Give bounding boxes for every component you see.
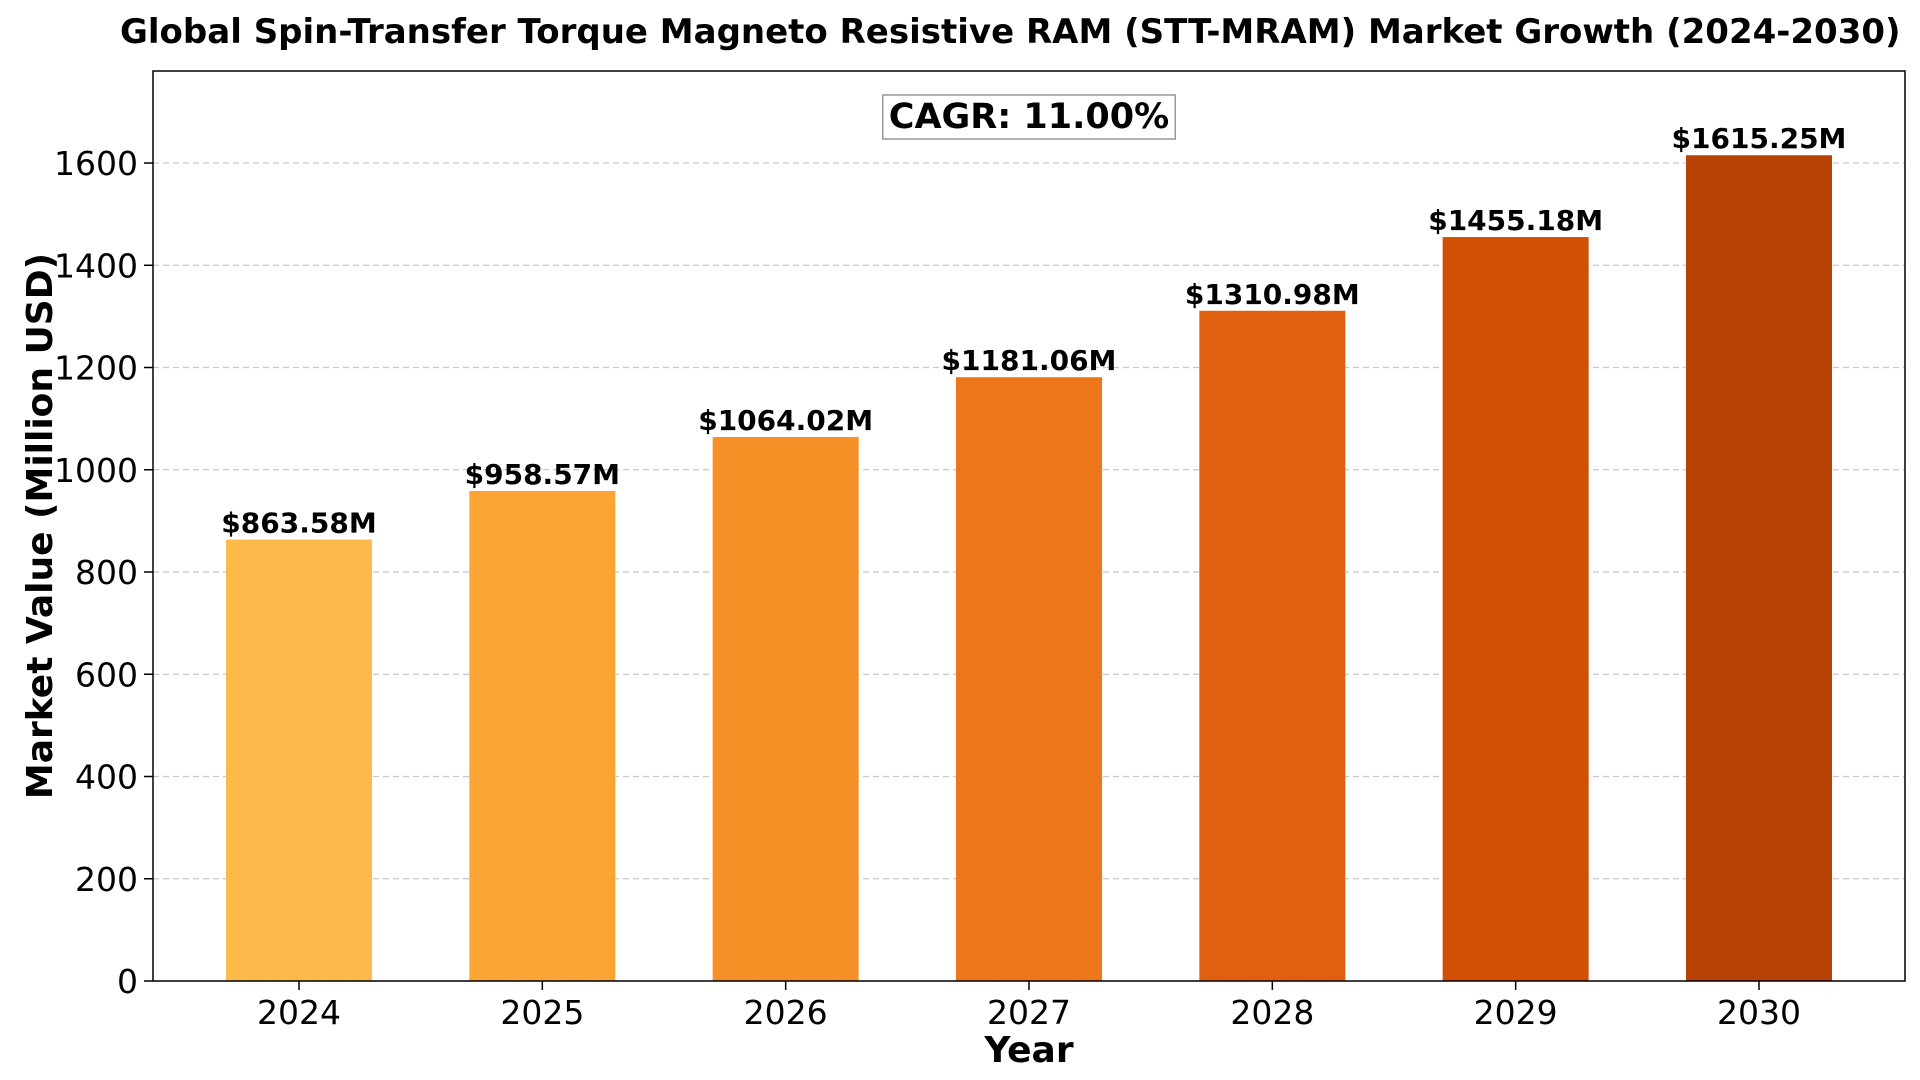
bar-2027: [956, 377, 1102, 981]
x-tick-label-2027: 2027: [987, 993, 1071, 1032]
x-tick-label-2026: 2026: [744, 993, 828, 1032]
y-axis-ticks: 0 200 400 600 800 1000 1200 1400 1600: [54, 144, 153, 1001]
data-label-2029: $1455.18M: [1428, 204, 1603, 237]
x-axis-label: Year: [983, 1030, 1073, 1071]
data-label-2024: $863.58M: [221, 507, 376, 540]
bar-2028: [1199, 310, 1346, 981]
x-tick-label-2025: 2025: [500, 993, 584, 1032]
y-tick-label: 600: [75, 655, 138, 694]
data-label-2025: $958.57M: [465, 458, 620, 491]
x-tick-label-2028: 2028: [1230, 993, 1314, 1032]
chart-title: Global Spin-Transfer Torque Magneto Resi…: [120, 12, 1901, 52]
bar-2030: [1686, 155, 1832, 981]
data-label-2028: $1310.98M: [1185, 278, 1360, 311]
bar-2026: [712, 437, 859, 981]
y-tick-label: 200: [75, 860, 138, 899]
bar-2029: [1442, 237, 1589, 981]
bar-2025: [469, 490, 616, 981]
y-tick-label: 400: [75, 758, 138, 797]
cagr-annotation: CAGR: 11.00%: [882, 94, 1176, 140]
x-tick-label-2029: 2029: [1474, 993, 1558, 1032]
data-label-2030: $1615.25M: [1672, 122, 1847, 155]
data-labels: $863.58M $958.57M $1064.02M $1181.06M $1310.…: [221, 122, 1846, 539]
x-tick-label-2024: 2024: [257, 993, 341, 1032]
y-tick-label: 0: [117, 962, 138, 1001]
cagr-annotation-box: [882, 94, 1176, 140]
data-label-2026: $1064.02M: [698, 404, 873, 437]
data-label-2027: $1181.06M: [942, 344, 1117, 377]
y-axis-label: Market Value (Million USD): [20, 253, 61, 799]
x-axis-ticks: 2024 2025 2026 2027 2028 2029 2030: [257, 981, 1801, 1032]
cagr-annotation-text: CAGR: 11.00%: [889, 97, 1169, 137]
bars: [226, 155, 1832, 981]
y-tick-label: 1400: [54, 246, 138, 285]
y-tick-label: 1600: [54, 144, 138, 183]
y-tick-label: 1200: [54, 349, 138, 388]
y-tick-label: 800: [75, 553, 138, 592]
x-tick-label-2030: 2030: [1717, 993, 1801, 1032]
bar-2024: [226, 539, 372, 981]
y-tick-label: 1000: [54, 451, 138, 490]
